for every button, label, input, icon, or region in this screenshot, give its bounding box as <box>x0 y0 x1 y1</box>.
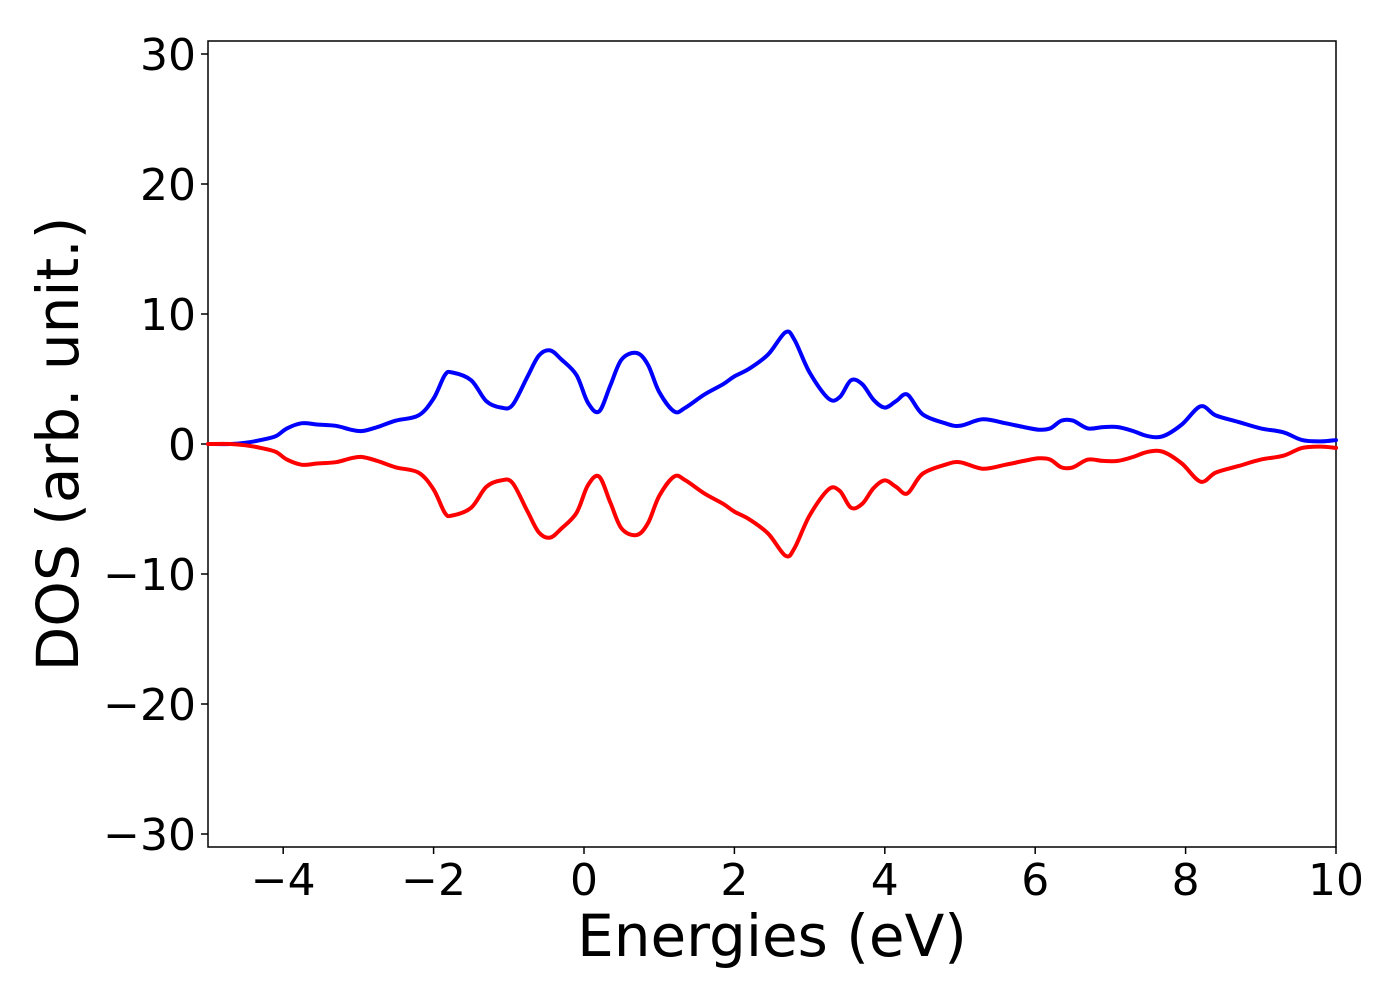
dos-series-line-blue <box>206 329 1338 447</box>
y-tick-label: −10 <box>103 550 196 601</box>
x-axis-label: Energies (eV) <box>577 902 967 970</box>
x-tick-label: 6 <box>1021 855 1049 906</box>
y-tick-label: 30 <box>140 30 196 81</box>
dos-series-line-red <box>206 441 1338 559</box>
y-tick-label: 10 <box>140 290 196 341</box>
x-tick-label: 8 <box>1172 855 1200 906</box>
x-axis-ticks: −4 −2 0 2 4 6 8 10 <box>251 847 1364 906</box>
y-tick-label: 20 <box>140 160 196 211</box>
x-tick-label: 10 <box>1308 855 1364 906</box>
x-tick-label: −4 <box>251 855 316 906</box>
y-tick-label: −30 <box>103 810 196 861</box>
x-tick-label: 4 <box>871 855 899 906</box>
y-axis-ticks: −30 −20 −10 0 10 20 30 <box>103 30 208 861</box>
series-layer <box>206 329 1338 559</box>
y-tick-label: 0 <box>168 420 196 471</box>
x-tick-label: −2 <box>401 855 466 906</box>
x-tick-label: 2 <box>720 855 748 906</box>
y-tick-label: −20 <box>103 680 196 731</box>
x-tick-label: 0 <box>570 855 598 906</box>
y-axis-label: DOS (arb. unit.) <box>24 217 92 672</box>
